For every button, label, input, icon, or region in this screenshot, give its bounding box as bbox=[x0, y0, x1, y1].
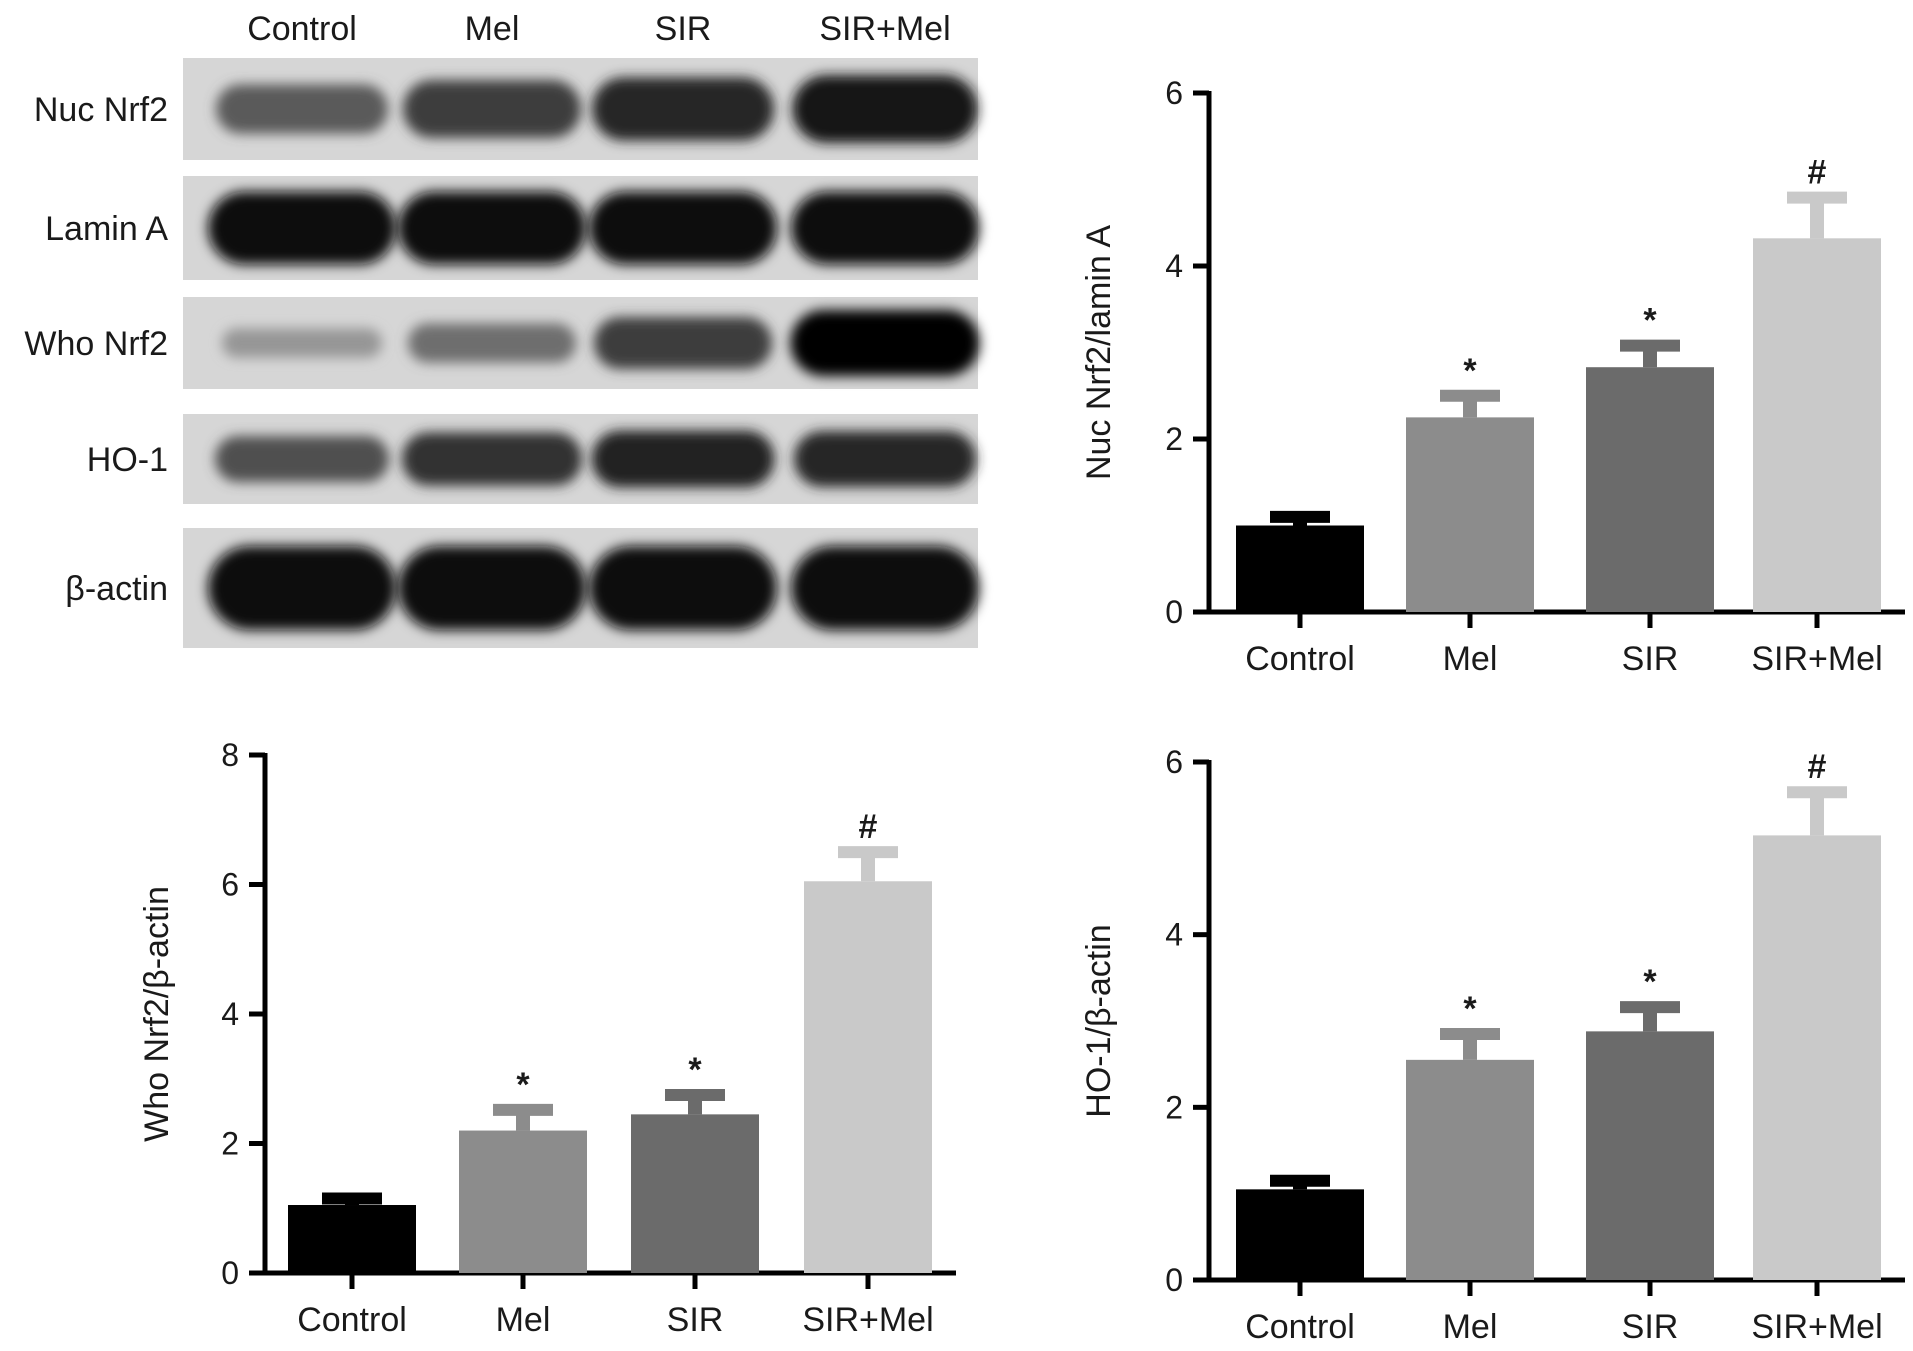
blot-band-who-nrf2-sir bbox=[594, 317, 772, 369]
blot-band-label-lamin-a: Lamin A bbox=[45, 210, 168, 248]
y-tick-label: 0 bbox=[1165, 1262, 1183, 1298]
y-tick-label: 4 bbox=[1165, 248, 1183, 284]
bar-sir bbox=[1586, 1031, 1714, 1280]
blot-band-lamin-a-sir bbox=[589, 191, 777, 265]
blot-band-actin-mel bbox=[398, 545, 586, 631]
blot-band-label-nuc-nrf2: Nuc Nrf2 bbox=[34, 91, 168, 129]
x-category-label-control: Control bbox=[1245, 640, 1355, 678]
x-category-label-sir: SIR bbox=[1622, 640, 1679, 678]
x-category-label-control: Control bbox=[1245, 1308, 1355, 1346]
blot-strip-ho-1 bbox=[183, 414, 978, 504]
x-category-label-sir-mel: SIR+Mel bbox=[802, 1301, 933, 1339]
bar-sir-mel bbox=[1753, 238, 1881, 612]
blot-band-ho-1-sir-mel bbox=[794, 431, 976, 487]
x-category-label-mel: Mel bbox=[1443, 1308, 1498, 1346]
chart-nuc-nrf2-lamin-a: 0 2 4 6 Nuc Nrf2/lamin A Control * Mel * SIR # SIR+… bbox=[1080, 75, 1905, 678]
bar-sir bbox=[1586, 367, 1714, 612]
bar-control bbox=[1236, 525, 1364, 612]
y-tick-label: 2 bbox=[1165, 1089, 1183, 1125]
blot-band-lamin-a-sir-mel bbox=[791, 191, 979, 265]
y-tick-label: 2 bbox=[1165, 421, 1183, 457]
blot-band-label-ho-1: HO-1 bbox=[87, 441, 168, 479]
y-tick-label: 0 bbox=[221, 1255, 239, 1291]
blot-band-ho-1-mel bbox=[402, 432, 582, 486]
significance-mark-sir: * bbox=[1643, 963, 1657, 1001]
x-category-label-control: Control bbox=[297, 1301, 407, 1339]
blot-band-nuc-nrf2-control bbox=[216, 84, 388, 134]
bar-sir bbox=[631, 1114, 759, 1273]
blot-band-label-actin: β-actin bbox=[65, 570, 168, 608]
y-tick-label: 4 bbox=[1165, 917, 1183, 953]
blot-strip-who-nrf2 bbox=[183, 297, 980, 389]
x-category-label-sir-mel: SIR+Mel bbox=[1751, 640, 1882, 678]
blot-band-actin-control bbox=[208, 545, 396, 631]
y-tick-label: 8 bbox=[221, 737, 239, 773]
blot-strip-nuc-nrf2 bbox=[183, 58, 978, 160]
x-category-label-mel: Mel bbox=[1443, 640, 1498, 678]
significance-mark-sir: * bbox=[688, 1051, 702, 1089]
bar-sir-mel bbox=[1753, 835, 1881, 1280]
blot-band-lamin-a-mel bbox=[398, 191, 586, 265]
western-blot-panel: Control Mel SIR SIR+Mel Nuc Nrf2 Lamin A Who N… bbox=[24, 10, 980, 648]
blot-band-lamin-a-control bbox=[208, 191, 396, 265]
y-axis-title: HO-1/β-actin bbox=[1080, 924, 1118, 1117]
significance-mark-mel: * bbox=[1463, 990, 1477, 1028]
y-axis-title: Nuc Nrf2/lamin A bbox=[1080, 225, 1118, 480]
blot-band-who-nrf2-sir-mel bbox=[790, 309, 980, 377]
blot-band-nuc-nrf2-sir-mel bbox=[792, 75, 978, 143]
chart-ho1-beta-actin: 0 2 4 6 HO-1/β-actin Control * Mel * SIR # SIR+Mel bbox=[1080, 744, 1905, 1346]
significance-mark-mel: * bbox=[1463, 352, 1477, 390]
blot-band-actin-sir-mel bbox=[791, 545, 979, 631]
bar-control bbox=[288, 1205, 416, 1273]
y-tick-label: 4 bbox=[221, 996, 239, 1032]
blot-band-ho-1-control bbox=[215, 436, 389, 482]
significance-mark-sir-mel: # bbox=[1808, 748, 1827, 786]
y-tick-label: 6 bbox=[221, 867, 239, 903]
y-axis-title: Who Nrf2/β-actin bbox=[138, 886, 176, 1142]
x-category-label-sir-mel: SIR+Mel bbox=[1751, 1308, 1882, 1346]
blot-band-who-nrf2-mel bbox=[408, 323, 576, 363]
y-tick-label: 6 bbox=[1165, 744, 1183, 780]
blot-band-label-who-nrf2: Who Nrf2 bbox=[24, 325, 168, 363]
significance-mark-sir: * bbox=[1643, 302, 1657, 340]
blot-band-actin-sir bbox=[589, 545, 777, 631]
blot-strip-lamin-a bbox=[183, 176, 979, 280]
blot-strip-actin bbox=[183, 528, 979, 648]
blot-lane-label-sir: SIR bbox=[655, 10, 712, 48]
blot-band-ho-1-sir bbox=[591, 430, 775, 488]
y-tick-label: 2 bbox=[221, 1126, 239, 1162]
blot-lane-label-mel: Mel bbox=[465, 10, 520, 48]
bar-mel bbox=[1406, 1059, 1534, 1280]
chart-who-nrf2-beta-actin: 0 2 4 6 8 Who Nrf2/β-actin Control * Mel * SIR # SIR… bbox=[138, 737, 956, 1339]
significance-mark-sir-mel: # bbox=[859, 808, 878, 846]
bar-mel bbox=[459, 1130, 587, 1273]
significance-mark-mel: * bbox=[516, 1066, 530, 1104]
blot-band-nuc-nrf2-mel bbox=[403, 80, 581, 138]
bar-mel bbox=[1406, 417, 1534, 612]
significance-mark-sir-mel: # bbox=[1808, 154, 1827, 192]
blot-lane-label-control: Control bbox=[247, 10, 357, 48]
y-tick-label: 0 bbox=[1165, 594, 1183, 630]
blot-band-nuc-nrf2-sir bbox=[592, 77, 774, 141]
y-tick-label: 6 bbox=[1165, 75, 1183, 111]
bar-control bbox=[1236, 1189, 1364, 1280]
x-category-label-mel: Mel bbox=[496, 1301, 551, 1339]
x-category-label-sir: SIR bbox=[1622, 1308, 1679, 1346]
blot-band-who-nrf2-control bbox=[222, 328, 382, 358]
x-category-label-sir: SIR bbox=[667, 1301, 724, 1339]
bar-sir-mel bbox=[804, 881, 932, 1273]
blot-lane-label-sir-mel: SIR+Mel bbox=[819, 10, 950, 48]
